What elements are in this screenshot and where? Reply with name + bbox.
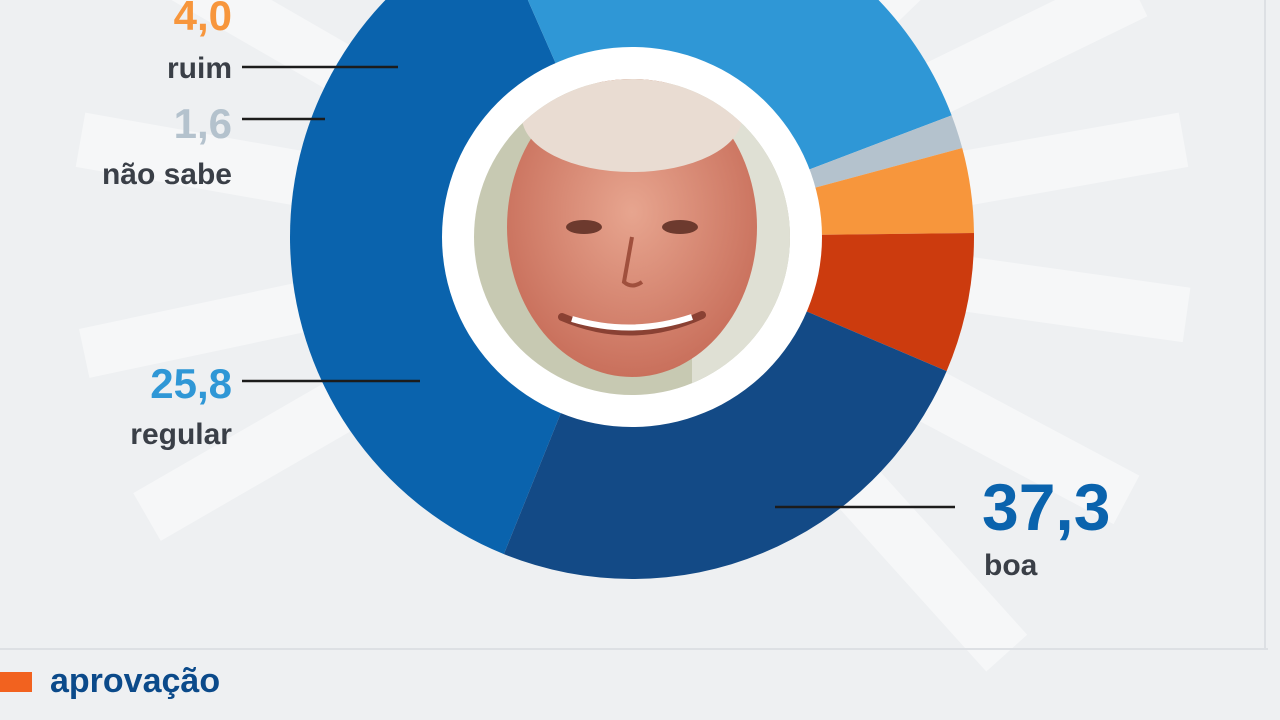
name-label-ruim: ruim — [167, 52, 232, 85]
decorative-ray — [925, 251, 1191, 343]
decorative-ray — [79, 274, 344, 378]
value-label-regular: 25,8 — [150, 360, 232, 407]
value-label-ruim: 4,0 — [174, 0, 232, 39]
decorative-ray — [922, 112, 1189, 212]
center-portrait — [442, 47, 822, 427]
name-label-regular: regular — [130, 418, 232, 451]
decorative-ray — [75, 112, 342, 212]
decorative-ray — [883, 353, 1140, 525]
footer-title: aprovação — [50, 662, 221, 700]
portrait-photo — [474, 79, 790, 395]
name-label-boa: boa — [984, 549, 1038, 582]
name-label-não-sabe: não sabe — [102, 158, 232, 191]
value-label-não-sabe: 1,6 — [174, 100, 232, 147]
footer-swatch — [0, 672, 32, 692]
slice-labels: 37,3 boa 25,8 regular 1,6 não sabe 4,0 ruim — [102, 0, 1111, 582]
decorative-ray — [812, 441, 1028, 672]
right-rule — [1264, 0, 1266, 648]
decorative-ray — [133, 363, 386, 541]
footer-divider — [0, 648, 1268, 650]
decorative-ray — [889, 0, 1148, 131]
value-label-boa: 37,3 — [982, 470, 1110, 544]
